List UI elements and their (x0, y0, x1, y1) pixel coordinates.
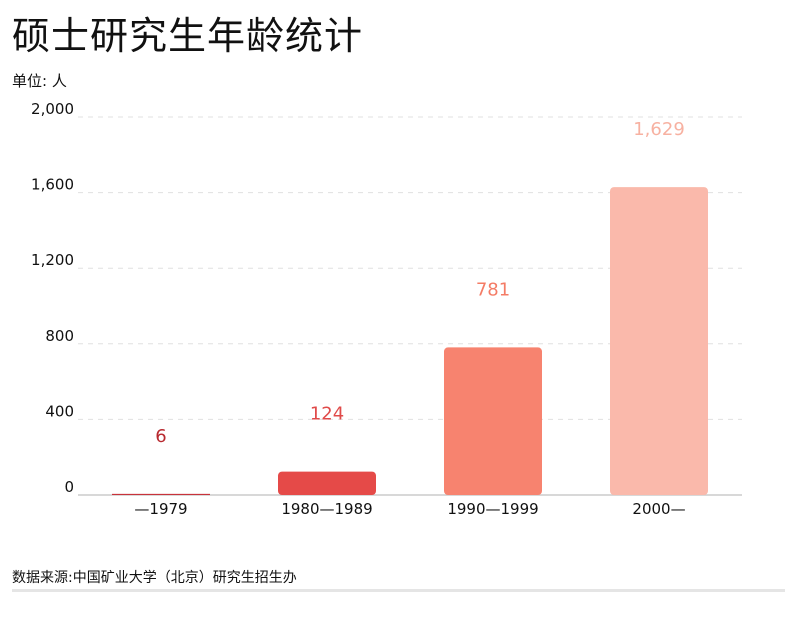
y-tick-label: 1,200 (31, 251, 74, 269)
y-tick-label: 400 (45, 402, 74, 420)
y-tick-label: 1,600 (31, 176, 74, 194)
data-label: 124 (310, 404, 344, 425)
chart-title: 硕士研究生年龄统计 (12, 14, 364, 58)
y-axis-unit-label: 单位: 人 (12, 72, 67, 90)
data-label: 781 (476, 279, 510, 300)
x-tick-label: 1980—1989 (281, 500, 372, 518)
y-axis-ticks: 0 400 800 1,200 1,600 2,000 (31, 100, 74, 496)
x-tick-label: 1990—1999 (447, 500, 538, 518)
data-source-note: 数据来源:中国矿业大学（北京）研究生招生办 (12, 570, 297, 586)
bar-chart: 0 400 800 1,200 1,600 2,000 —1979 1980—1989 199… (31, 100, 742, 518)
data-labels: 6 124 781 1,629 (155, 119, 684, 447)
x-axis-ticks: —1979 1980—1989 1990—1999 2000— (134, 500, 685, 518)
bar (610, 187, 708, 495)
y-tick-label: 800 (45, 327, 74, 345)
y-tick-label: 2,000 (31, 100, 74, 118)
bar (444, 347, 542, 495)
footer-divider (12, 589, 785, 592)
bar (278, 471, 376, 495)
y-tick-label: 0 (64, 478, 74, 496)
x-tick-label: 2000— (632, 500, 685, 518)
bar (112, 493, 210, 495)
x-tick-label: —1979 (134, 500, 187, 518)
data-label: 6 (155, 426, 166, 447)
data-label: 1,629 (633, 119, 685, 140)
bars (112, 187, 708, 495)
